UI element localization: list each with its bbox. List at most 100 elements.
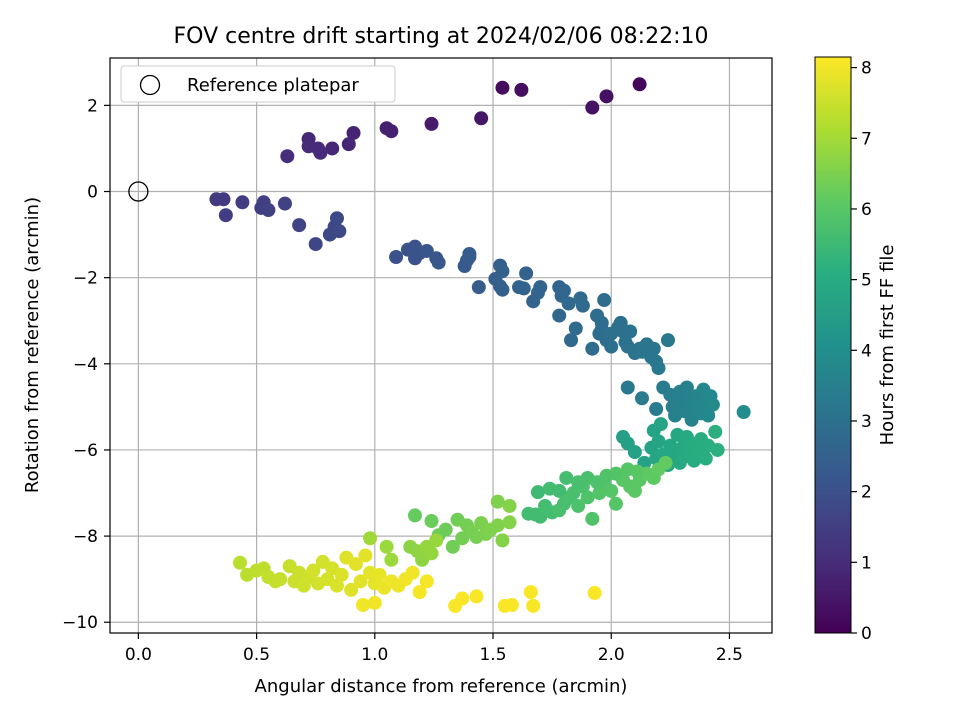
data-point (556, 283, 571, 298)
data-point (495, 80, 510, 95)
legend: Reference platepar (120, 65, 396, 103)
data-point (379, 539, 394, 554)
chart-title: FOV centre drift starting at 2024/02/06 … (174, 24, 709, 49)
legend-box (120, 65, 396, 103)
data-point (552, 483, 567, 498)
data-point (634, 391, 649, 406)
data-point (587, 585, 602, 600)
data-point (313, 145, 328, 160)
data-point (533, 509, 548, 524)
data-point (363, 531, 378, 546)
data-point (353, 574, 368, 589)
data-point (261, 203, 276, 218)
data-point (469, 589, 484, 604)
data-point (273, 572, 288, 587)
colorbar-tick-label: 6 (861, 200, 872, 220)
x-tick-label: 0.0 (125, 645, 152, 665)
data-point (658, 455, 673, 470)
x-axis-label: Angular distance from reference (arcmin) (255, 676, 628, 697)
data-point (630, 464, 645, 479)
colorbar-gradient (814, 56, 852, 634)
data-point (384, 552, 399, 567)
data-point (526, 598, 541, 613)
data-point (455, 591, 470, 606)
data-point (504, 598, 519, 613)
data-point (597, 293, 612, 308)
data-point (519, 266, 534, 281)
data-point (280, 149, 295, 164)
data-point (523, 585, 538, 600)
data-point (651, 361, 666, 376)
colorbar-tick-label: 2 (861, 483, 872, 503)
data-point (329, 211, 344, 226)
colorbar-tick-label: 5 (861, 271, 872, 291)
data-point (341, 137, 356, 152)
data-point (344, 582, 359, 597)
data-point (325, 141, 340, 156)
colorbar-tick-label: 1 (861, 553, 872, 573)
data-point (585, 341, 600, 356)
y-tick-label: −8 (73, 527, 98, 547)
data-point (424, 116, 439, 131)
data-point (367, 595, 382, 610)
data-point (490, 494, 505, 509)
data-point (736, 405, 751, 420)
colorbar-tick-label: 4 (861, 341, 872, 361)
data-point (620, 380, 635, 395)
data-point (530, 485, 545, 500)
data-point (429, 533, 444, 548)
data-point (561, 296, 576, 311)
reference-point (128, 181, 149, 202)
data-point (604, 483, 619, 498)
data-point (698, 451, 713, 466)
data-point (471, 280, 486, 295)
data-point (533, 280, 548, 295)
data-point (627, 483, 642, 498)
data-point (358, 548, 373, 563)
data-point (660, 333, 675, 348)
data-point (216, 192, 231, 207)
data-point (329, 578, 344, 593)
data-point (708, 424, 723, 439)
data-point (502, 515, 517, 530)
x-tick-label: 1.5 (479, 645, 506, 665)
data-point (292, 218, 307, 233)
data-point (462, 246, 477, 261)
data-point (431, 255, 446, 270)
x-tick-label: 2.5 (716, 645, 743, 665)
data-point (608, 466, 623, 481)
data-point (559, 470, 574, 485)
colorbar-tick-label: 3 (861, 412, 872, 432)
data-point (710, 442, 725, 457)
y-tick-label: 0 (87, 183, 98, 203)
x-axis-ticks: 0.0 0.5 1.0 1.5 2.0 2.5 (125, 633, 743, 665)
colorbar-tick-label: 8 (861, 59, 872, 79)
y-axis-ticks: 2 0 −2 −4 −6 −8 −10 (62, 96, 110, 633)
data-point (412, 585, 427, 600)
data-point (564, 333, 579, 348)
data-point (568, 321, 583, 336)
data-point (701, 408, 716, 423)
data-point (419, 243, 434, 258)
data-point (372, 567, 387, 582)
data-point (308, 237, 323, 252)
data-point (405, 565, 420, 580)
data-point (490, 518, 505, 533)
data-point (355, 598, 370, 613)
data-point (514, 82, 529, 97)
data-point (632, 77, 647, 92)
y-tick-label: −10 (62, 613, 98, 633)
data-point (653, 417, 668, 432)
grid-lines (110, 58, 772, 633)
data-point (599, 89, 614, 104)
data-point (474, 111, 489, 126)
data-point (571, 498, 586, 513)
data-point (348, 557, 363, 572)
data-point (705, 397, 720, 412)
y-tick-label: −6 (73, 441, 98, 461)
data-point (651, 434, 666, 449)
data-point (235, 195, 250, 210)
data-point (384, 124, 399, 139)
x-tick-label: 0.5 (243, 645, 270, 665)
